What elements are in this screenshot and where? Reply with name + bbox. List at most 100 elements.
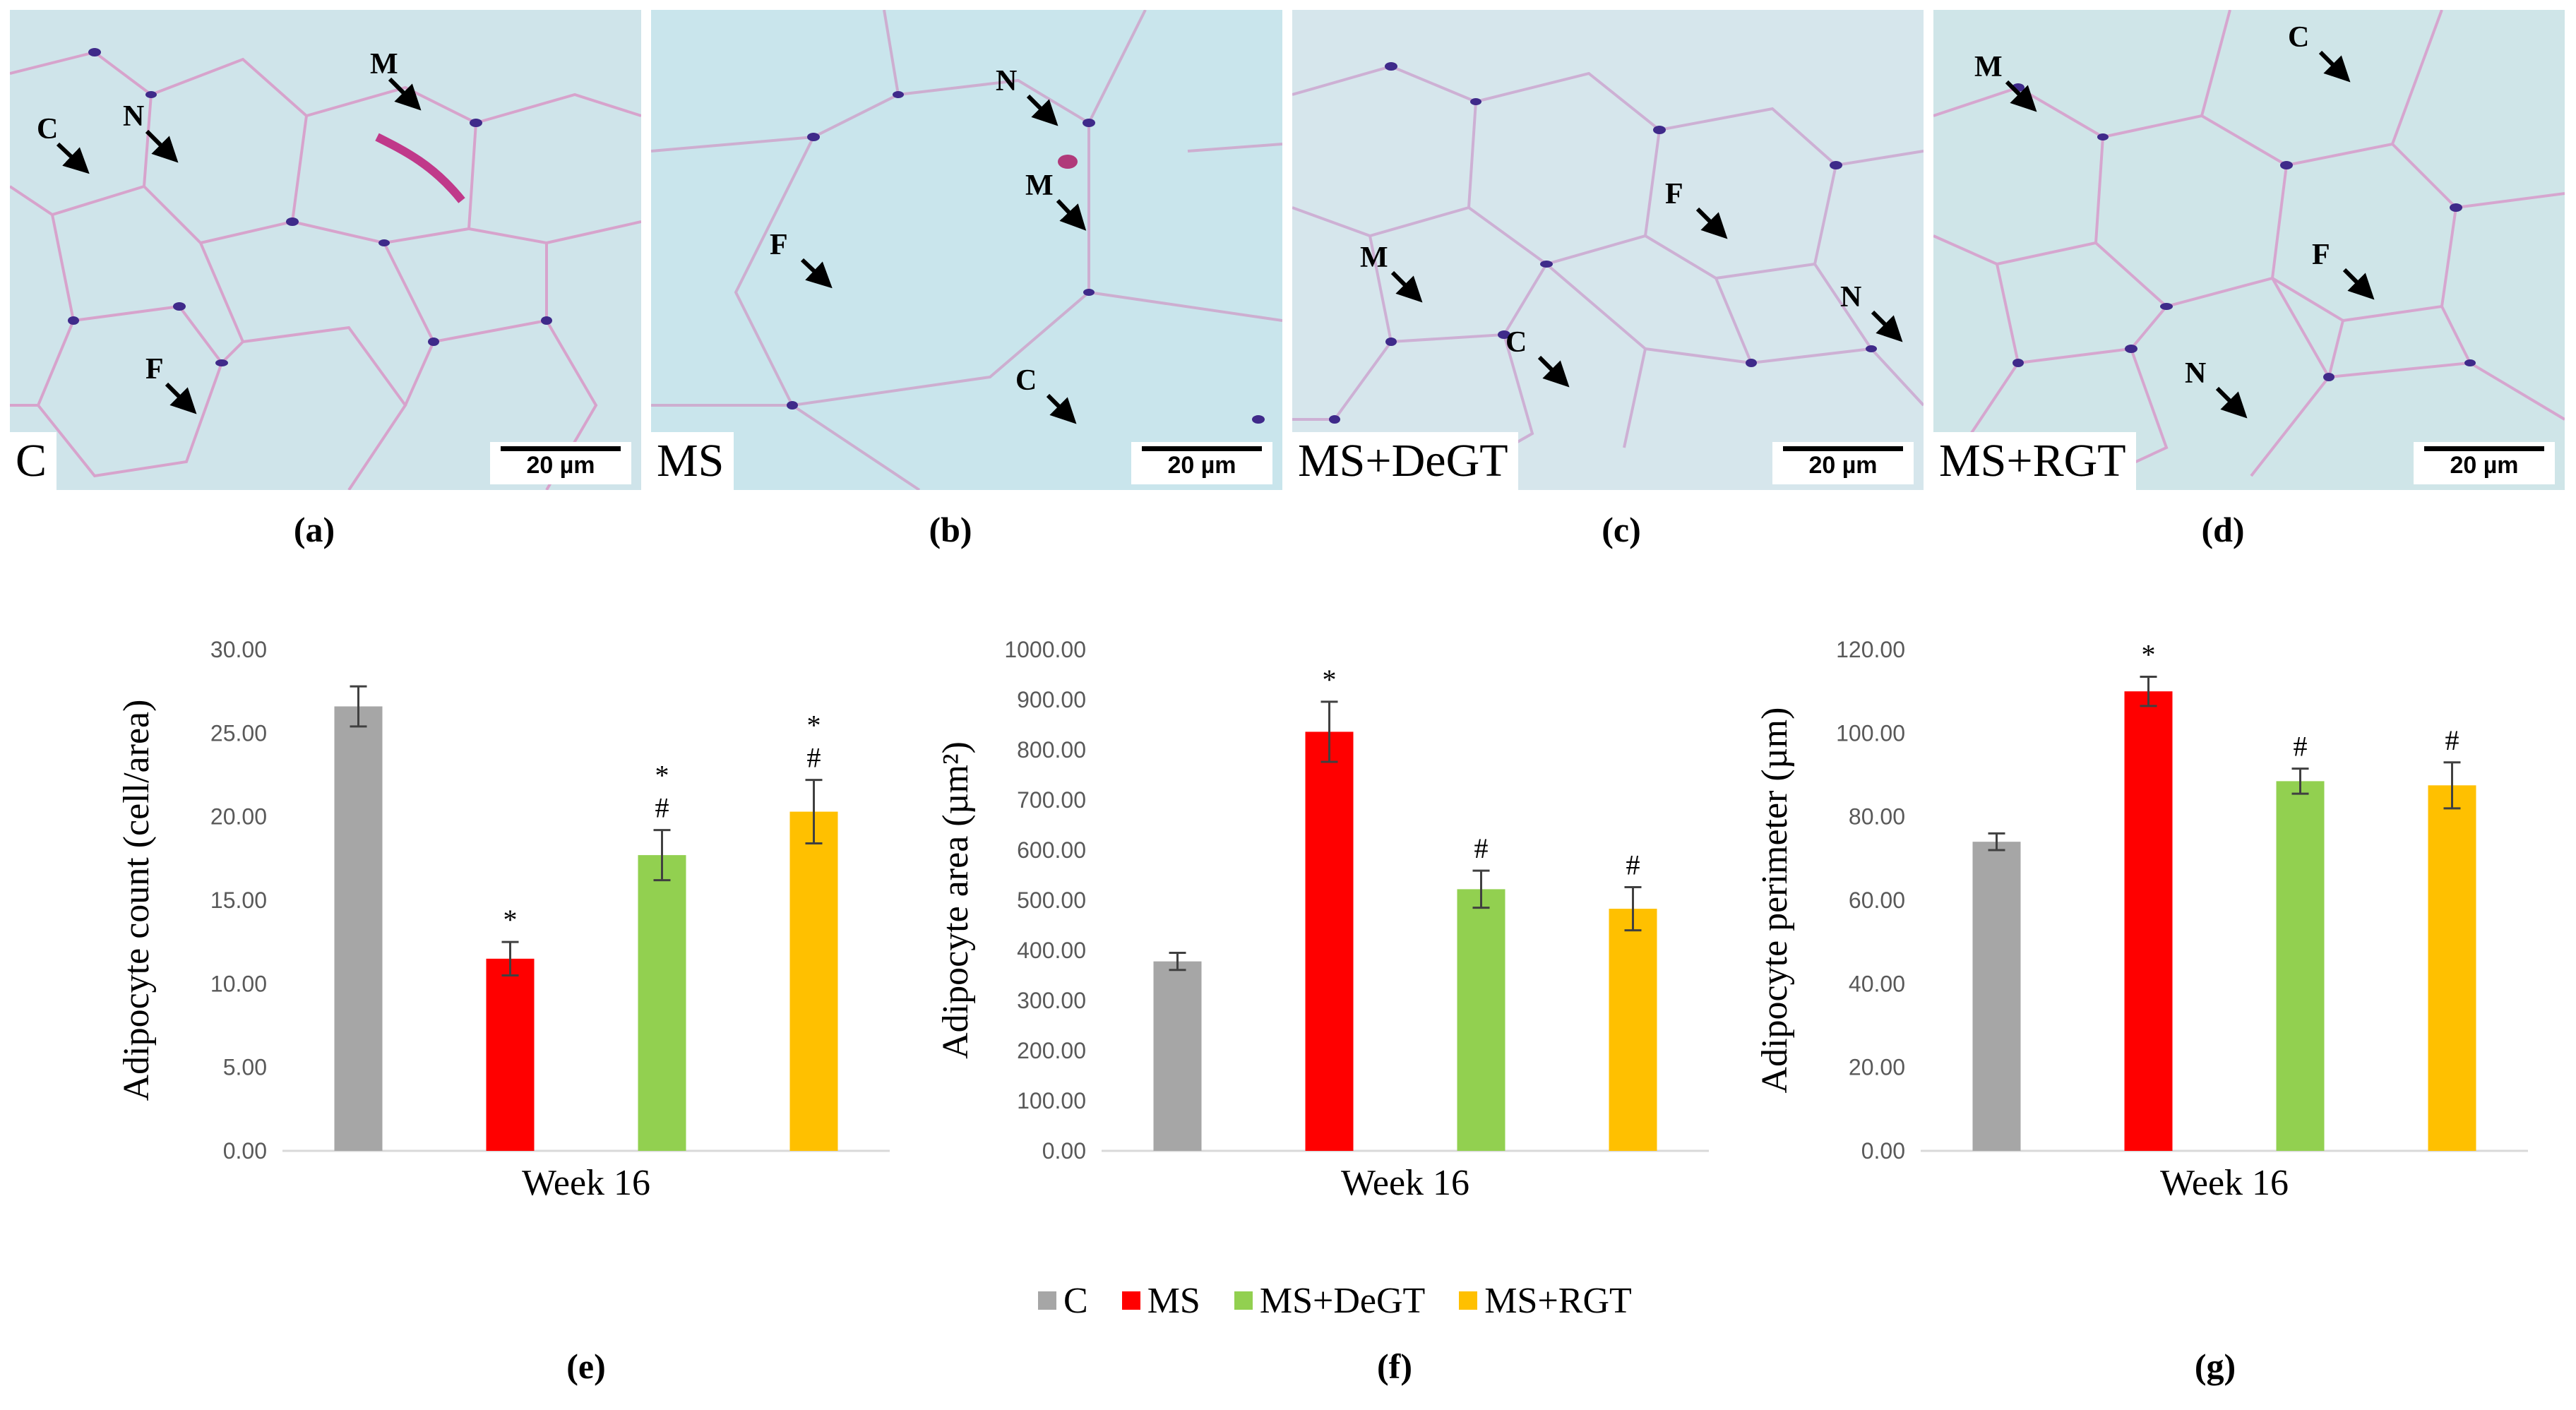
significance-mark: # [2445, 724, 2459, 756]
arrow-icon [2005, 80, 2037, 112]
y-tick-label: 100.00 [1836, 720, 1905, 746]
y-tick-label: 20.00 [1849, 1055, 1905, 1080]
legend-label: C [1063, 1280, 1088, 1321]
arrow-icon [1871, 310, 1903, 342]
arrow-label-c: C [2288, 21, 2310, 54]
bar-c [334, 706, 383, 1151]
y-tick-label: 200.00 [1017, 1038, 1086, 1063]
arrow-label-c: C [1505, 326, 1527, 359]
panel-label-b: (b) [929, 510, 972, 549]
y-tick-label: 40.00 [1849, 971, 1905, 996]
bar-ms [486, 958, 535, 1151]
x-axis-label: Week 16 [2160, 1163, 2289, 1203]
arrow-icon [1390, 270, 1423, 303]
group-label-ms-degt: MS+DeGT [1292, 432, 1518, 490]
arrow-icon [2318, 50, 2351, 83]
significance-mark: * [503, 904, 518, 936]
y-tick-label: 60.00 [1849, 888, 1905, 913]
panel-label-g: (g) [2194, 1346, 2236, 1386]
micrograph-c: F M N C MS+DeGT 20 µm [1292, 10, 1924, 490]
micrograph-a: C N M F C 20 µm [10, 10, 641, 490]
y-tick-label: 120.00 [1836, 637, 1905, 662]
scale-bar: 20 µm [1772, 442, 1914, 484]
arrow-icon [1026, 94, 1059, 126]
scale-bar: 20 µm [2414, 442, 2555, 484]
significance-mark: # [2294, 731, 2308, 763]
micrograph-b: N M F C MS 20 µm [651, 10, 1282, 490]
legend-item-ms: MS [1121, 1280, 1200, 1322]
arrow-icon [56, 142, 90, 174]
panel-label-d: (d) [2201, 510, 2245, 549]
y-axis-label: Adipocyte area (µm²) [936, 741, 976, 1059]
bar-ms-degt [1457, 889, 1505, 1151]
arrow-icon [165, 382, 197, 414]
bar-c [1153, 961, 1202, 1151]
arrow-label-c: C [1015, 364, 1037, 397]
significance-mark: # [655, 792, 669, 824]
arrow-icon [388, 77, 422, 111]
arrow-icon [1537, 355, 1570, 388]
arrow-icon [1695, 207, 1728, 239]
arrow-icon [145, 129, 179, 163]
y-tick-label: 20.00 [210, 804, 267, 830]
legend-swatch [1038, 1291, 1056, 1310]
tissue-image-d [1933, 10, 2565, 490]
arrow-label-m: M [1360, 241, 1388, 274]
arrow-label-c: C [37, 113, 59, 145]
legend-swatch [1459, 1291, 1478, 1310]
bar-chart: 0.00 100.00 200.00 300.00 400.00 500.00 600.00… [936, 637, 1709, 1203]
y-tick-label: 100.00 [1017, 1088, 1086, 1113]
y-tick-label: 800.00 [1017, 737, 1086, 763]
panel-label-f: (f) [1377, 1346, 1412, 1386]
bar-c [1972, 842, 2021, 1151]
micrograph-arrows [56, 50, 2375, 424]
significance-mark: * [807, 710, 821, 741]
bar-ms-rgt [789, 811, 838, 1151]
y-tick-label: 400.00 [1017, 938, 1086, 963]
arrow-icon [800, 258, 833, 289]
y-axis-label: Adipocyte count (cell/area) [117, 700, 157, 1101]
y-tick-label: 0.00 [223, 1138, 267, 1164]
arrow-label-m: M [370, 48, 398, 80]
legend-swatch [1121, 1291, 1140, 1310]
y-tick-label: 0.00 [1861, 1138, 1905, 1164]
micrograph-d: M C F N MS+RGT 20 µm [1933, 10, 2565, 490]
bar-ms-degt [2276, 781, 2325, 1151]
legend-label: MS+RGT [1484, 1280, 1632, 1321]
y-tick-label: 5.00 [223, 1055, 267, 1080]
legend-label: MS+DeGT [1259, 1280, 1426, 1321]
panel-label-a: (a) [293, 510, 335, 549]
arrow-label-f: F [145, 353, 164, 386]
arrow-icon [2342, 268, 2375, 300]
y-tick-label: 1000.00 [1004, 637, 1086, 662]
arrow-label-n: N [1840, 281, 1862, 313]
bar-ms [1305, 731, 1354, 1151]
x-axis-label: Week 16 [1341, 1163, 1469, 1203]
group-label-ms: MS [651, 432, 734, 490]
tissue-image-b [651, 10, 1282, 490]
bar-ms-rgt [2428, 785, 2476, 1151]
panel-label-e: (e) [566, 1346, 606, 1386]
y-tick-label: 500.00 [1017, 888, 1086, 913]
legend-swatch [1234, 1291, 1253, 1310]
legend: C MS MS+DeGT MS+RGT [1038, 1278, 1632, 1323]
arrow-label-n: N [2185, 357, 2207, 390]
y-tick-label: 900.00 [1017, 687, 1086, 712]
legend-item-c: C [1038, 1280, 1088, 1322]
arrow-label-f: F [1665, 178, 1683, 210]
x-axis-label: Week 16 [522, 1163, 650, 1203]
significance-mark: # [807, 742, 821, 774]
y-tick-label: 0.00 [1042, 1138, 1086, 1164]
y-tick-label: 25.00 [210, 720, 267, 746]
legend-item-ms-rgt: MS+RGT [1459, 1280, 1632, 1322]
chart-adipocyte-count: 0.00 5.00 10.00 15.00 20.00 25.00 30.00 Adipocy… [99, 607, 932, 1243]
y-tick-label: 600.00 [1017, 837, 1086, 863]
arrow-label-n: N [996, 65, 1018, 97]
scale-bar: 20 µm [490, 442, 631, 484]
arrow-label-m: M [1025, 169, 1054, 202]
bar-chart: 0.00 20.00 40.00 60.00 80.00 100.00 120.00 Adip… [1755, 637, 2528, 1203]
y-axis-label: Adipocyte perimeter (µm) [1755, 707, 1795, 1094]
arrow-icon [1056, 198, 1087, 231]
y-tick-label: 300.00 [1017, 988, 1086, 1013]
y-tick-label: 700.00 [1017, 787, 1086, 813]
